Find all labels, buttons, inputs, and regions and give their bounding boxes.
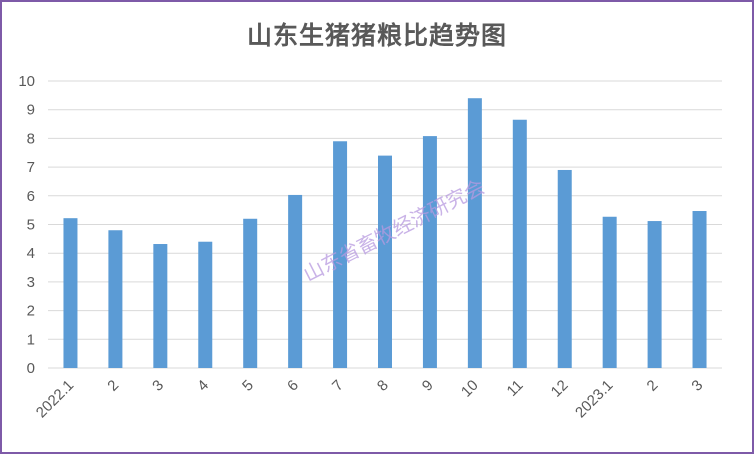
bar [243, 218, 258, 368]
x-tick-label: 9 [419, 377, 437, 395]
bar [378, 155, 392, 368]
x-tick-label: 2023.1 [572, 377, 616, 421]
y-tick-label: 6 [27, 188, 35, 205]
y-tick-label: 2 [27, 303, 35, 320]
x-tick-label: 3 [688, 377, 706, 395]
x-tick-label: 11 [504, 377, 527, 400]
chart-title: 山东生猪猪粮比趋势图 [246, 21, 507, 50]
x-tick-label: 2022.1 [33, 377, 77, 421]
x-tick-label: 6 [284, 377, 302, 395]
bar [198, 241, 213, 368]
bar [602, 216, 617, 368]
bar [422, 136, 437, 368]
x-axis-ticks: 2022.1 2 3 4 5 6 7 8 9 10 11 12 2023.1 2 3 [33, 377, 707, 421]
bar [63, 218, 78, 368]
y-tick-label: 10 [18, 73, 35, 90]
y-tick-label: 3 [27, 274, 35, 291]
bar [512, 119, 527, 369]
x-tick-label: 2 [104, 377, 122, 395]
x-tick-label: 7 [329, 377, 347, 395]
x-tick-label: 5 [239, 377, 257, 395]
y-tick-label: 0 [27, 360, 35, 377]
x-tick-label: 4 [194, 377, 212, 395]
bar [647, 221, 662, 368]
y-tick-label: 7 [27, 159, 35, 176]
y-tick-label: 1 [27, 331, 35, 348]
watermark: 山东省畜牧经济研究会 [299, 174, 488, 286]
y-tick-label: 5 [27, 217, 35, 234]
x-tick-label: 2 [644, 377, 662, 395]
y-axis-ticks: 0 1 2 3 4 5 6 7 8 9 10 [18, 73, 35, 377]
x-tick-label: 10 [458, 377, 482, 401]
y-tick-label: 4 [27, 245, 35, 262]
y-tick-label: 8 [27, 130, 35, 147]
bar [557, 169, 572, 368]
x-tick-label: 3 [149, 377, 167, 395]
bar [153, 244, 168, 368]
bar [288, 194, 303, 368]
bar [692, 211, 707, 368]
x-tick-label: 12 [548, 377, 572, 401]
bars [63, 98, 707, 369]
bar [333, 141, 348, 368]
x-tick-label: 8 [374, 377, 392, 395]
bar [108, 230, 123, 368]
y-tick-label: 9 [27, 102, 35, 119]
bar [467, 98, 482, 368]
